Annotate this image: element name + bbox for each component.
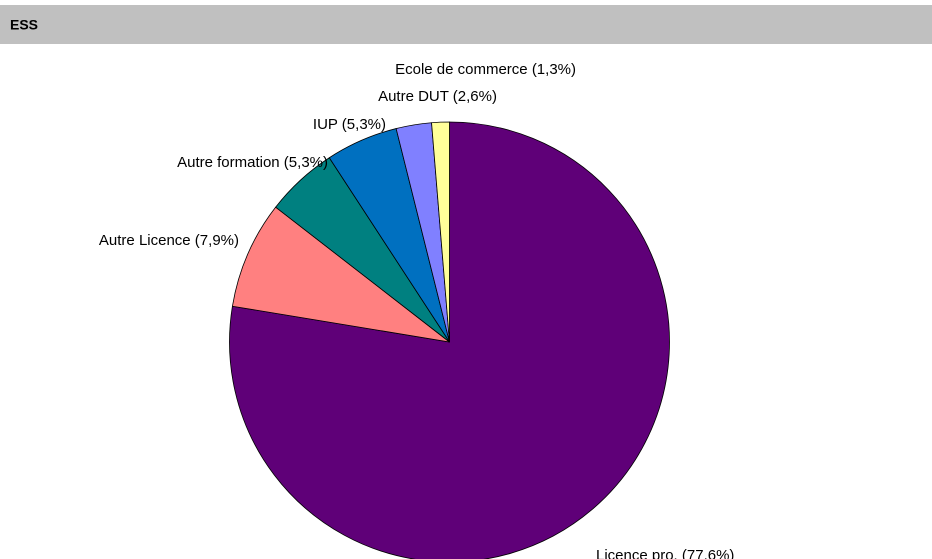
pie-slice: [231, 206, 450, 343]
slice-label: Autre formation (5,3%): [177, 154, 328, 171]
chart-title: ESS: [10, 17, 38, 33]
header-bar: [0, 5, 932, 44]
slice-label: Autre DUT (2,6%): [378, 88, 497, 105]
slice-label: Autre Licence (7,9%): [99, 232, 239, 249]
slice-label: IUP (5,3%): [313, 116, 386, 133]
slice-label: Ecole de commerce (1,3%): [395, 61, 576, 78]
slice-label: Licence pro. (77,6%): [596, 547, 734, 559]
pie-slice: [431, 121, 450, 343]
